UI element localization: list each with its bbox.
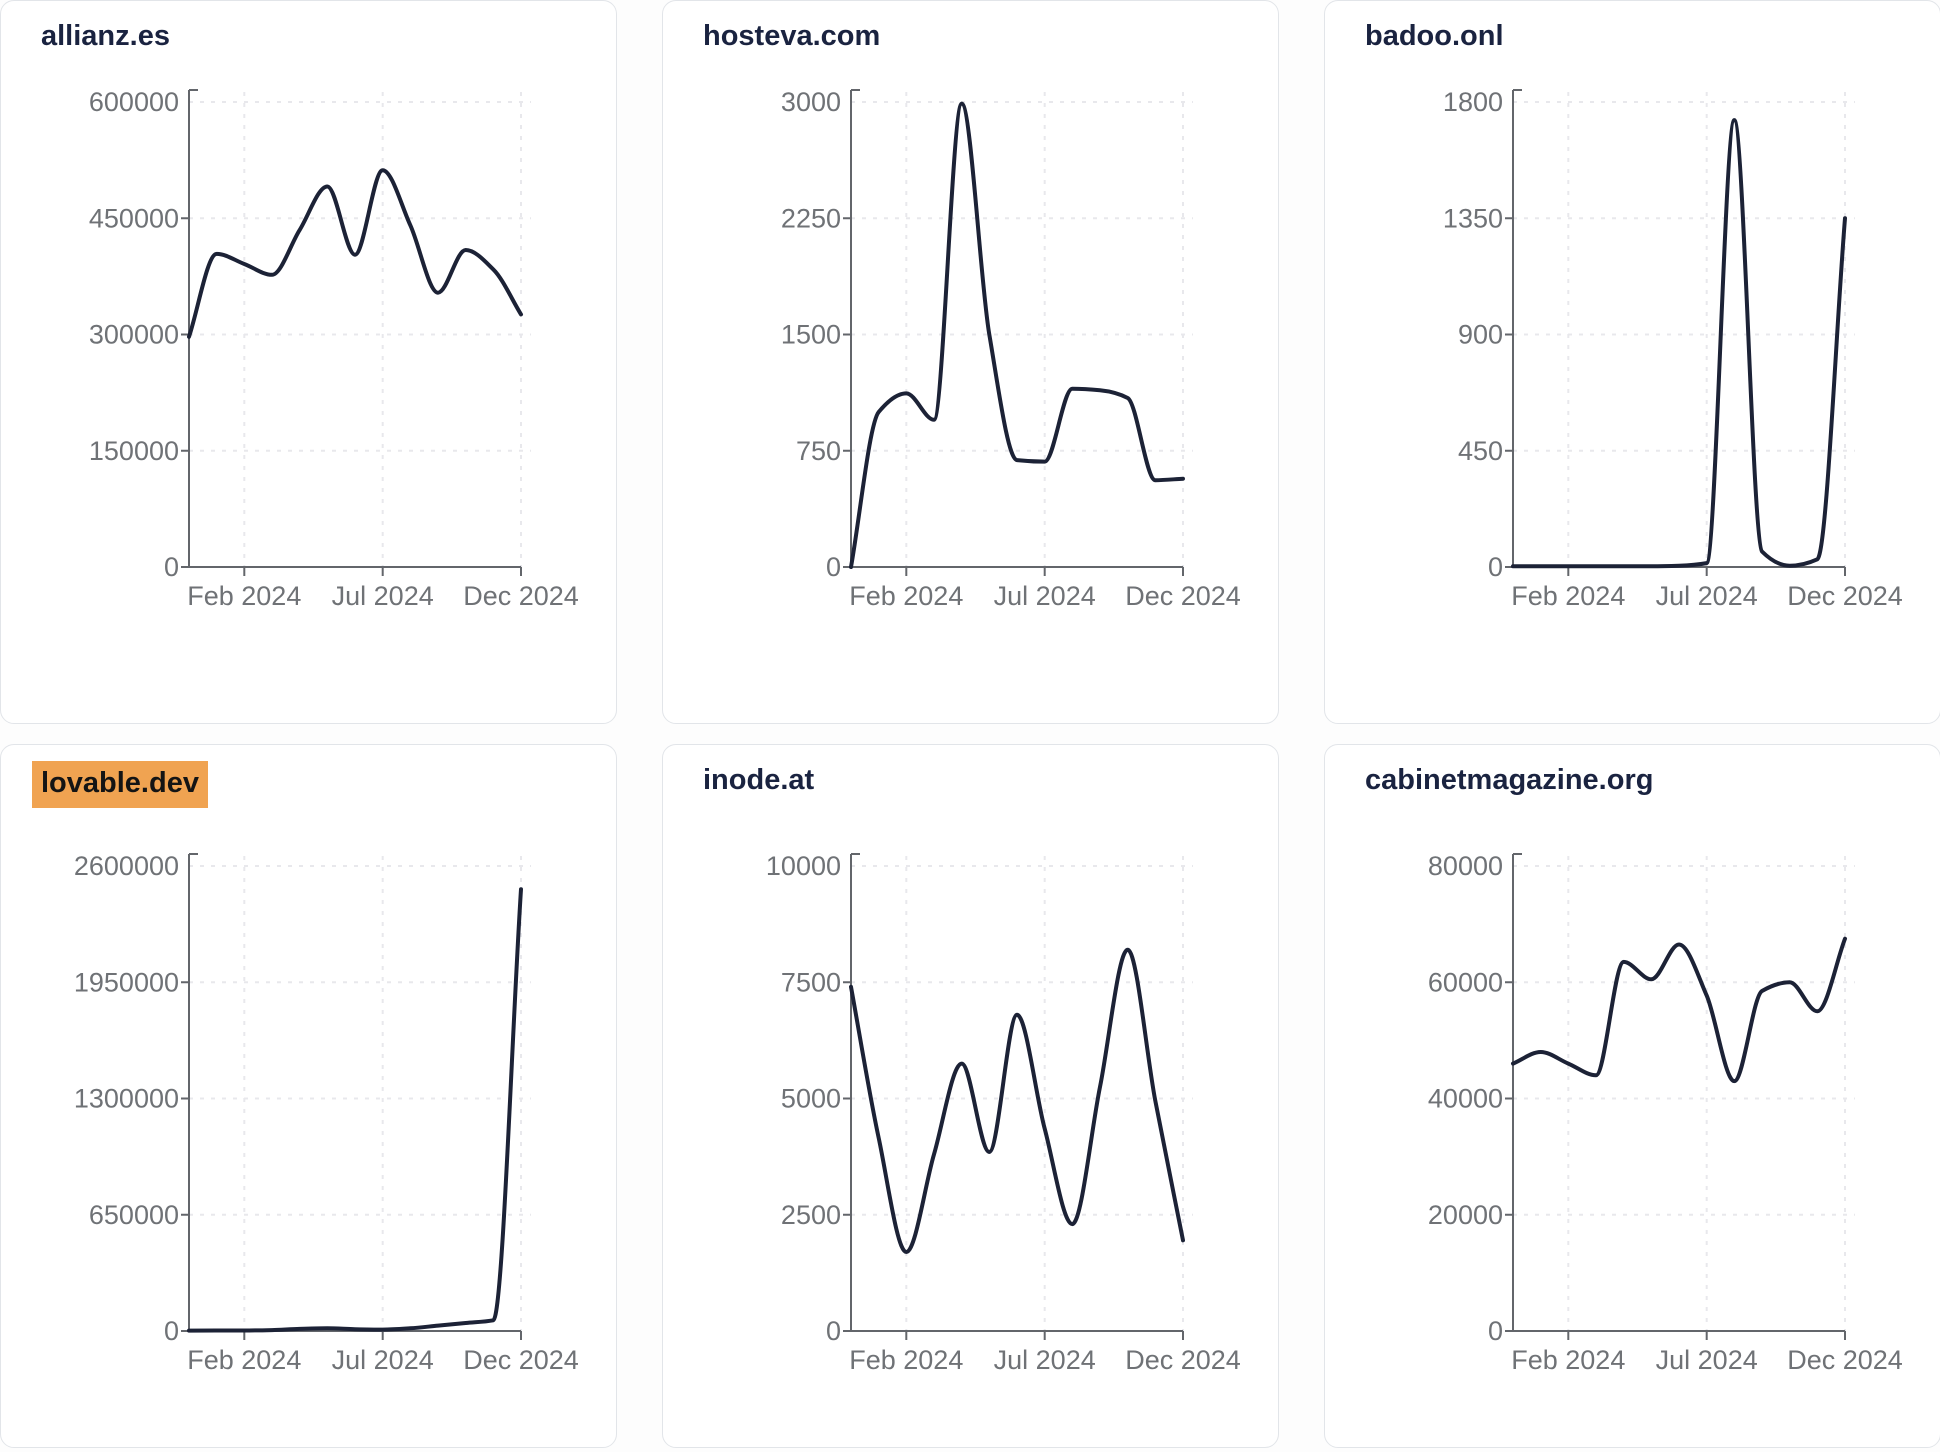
- x-tick-label: Dec 2024: [463, 1345, 579, 1375]
- chart-title-wrap: allianz.es: [41, 17, 170, 56]
- line-chart-svg: 0 20000 40000 60000 80000 Feb 2024 Jul 2024 Dec…: [1428, 851, 1903, 1375]
- x-tick-label: Dec 2024: [1787, 581, 1903, 611]
- chart-title-wrap: lovable.dev: [32, 761, 208, 809]
- x-tick-label: Dec 2024: [1125, 1345, 1241, 1375]
- y-tick-label: 60000: [1428, 967, 1503, 997]
- x-tick-label: Dec 2024: [1125, 581, 1241, 611]
- x-tick-label: Feb 2024: [1511, 581, 1625, 611]
- chart-title: allianz.es: [41, 20, 170, 52]
- y-tick-label: 900: [1458, 320, 1503, 350]
- x-tick-label: Jul 2024: [994, 581, 1096, 611]
- chart-title-wrap: inode.at: [703, 761, 814, 800]
- y-axis: [181, 89, 198, 568]
- x-axis: [851, 566, 1184, 576]
- y-tick-label: 1300000: [74, 1084, 179, 1114]
- y-tick-label: 7500: [781, 967, 841, 997]
- trend-line: [849, 101, 1185, 569]
- y-tick-label: 40000: [1428, 1084, 1503, 1114]
- x-tick-label: Jul 2024: [332, 1345, 434, 1375]
- y-tick-label: 750: [796, 436, 841, 466]
- trend-line: [1511, 118, 1847, 569]
- chart-card[interactable]: hosteva.com 0 750 1500 2250 3000 Feb 2024 Jul …: [662, 0, 1279, 724]
- trend-line: [187, 887, 523, 1333]
- x-tick-label: Feb 2024: [849, 1345, 963, 1375]
- line-chart-svg: 0 750 1500 2250 3000 Feb 2024 Jul 2024 Dec 2024: [781, 87, 1241, 611]
- y-tick-label: 2500: [781, 1200, 841, 1230]
- y-tick-label: 0: [164, 552, 179, 582]
- x-tick-label: Jul 2024: [994, 1345, 1096, 1375]
- chart-title: hosteva.com: [703, 20, 881, 52]
- x-axis: [189, 566, 522, 576]
- y-tick-label: 0: [826, 552, 841, 582]
- y-tick-label: 1350: [1443, 203, 1503, 233]
- x-tick-label: Feb 2024: [187, 1345, 301, 1375]
- y-axis: [181, 853, 198, 1332]
- line-chart-svg: 0 2500 5000 7500 10000 Feb 2024 Jul 2024 Dec 20…: [766, 851, 1241, 1375]
- chart-card[interactable]: lovable.dev 0 650000 1300000 1950000 2600000…: [0, 744, 617, 1448]
- y-axis: [1505, 853, 1522, 1332]
- line-chart-svg: 0 150000 300000 450000 600000 Feb 2024 Jul 202…: [89, 87, 579, 611]
- y-tick-label: 2600000: [74, 851, 179, 881]
- x-tick-label: Jul 2024: [1656, 581, 1758, 611]
- y-axis: [843, 89, 860, 568]
- y-tick-label: 1950000: [74, 967, 179, 997]
- chart-card[interactable]: badoo.onl 0 450 900 1350 1800 Feb 2024 Jul 202…: [1324, 0, 1940, 724]
- x-axis: [1513, 566, 1846, 576]
- x-axis: [851, 1330, 1184, 1340]
- y-tick-label: 3000: [781, 87, 841, 117]
- y-tick-label: 450: [1458, 436, 1503, 466]
- chart-title: cabinetmagazine.org: [1365, 764, 1654, 796]
- trend-line: [849, 947, 1185, 1254]
- chart-card[interactable]: cabinetmagazine.org 0 20000 40000 60000 8000…: [1324, 744, 1940, 1448]
- y-tick-label: 450000: [89, 203, 179, 233]
- y-tick-label: 650000: [89, 1200, 179, 1230]
- y-tick-label: 0: [1488, 552, 1503, 582]
- y-tick-label: 300000: [89, 320, 179, 350]
- y-tick-label: 1500: [781, 320, 841, 350]
- y-tick-label: 150000: [89, 436, 179, 466]
- chart-title: inode.at: [703, 764, 815, 796]
- chart-title-wrap: hosteva.com: [703, 17, 880, 56]
- y-tick-label: 600000: [89, 87, 179, 117]
- y-tick-label: 20000: [1428, 1200, 1503, 1230]
- y-tick-label: 0: [1488, 1316, 1503, 1346]
- chart-title-highlighted: lovable.dev: [32, 761, 208, 809]
- chart-title-wrap: cabinetmagazine.org: [1365, 761, 1653, 800]
- y-tick-label: 1800: [1443, 87, 1503, 117]
- y-axis: [843, 853, 860, 1332]
- x-tick-label: Feb 2024: [187, 581, 301, 611]
- trend-line: [187, 168, 523, 339]
- y-tick-label: 2250: [781, 203, 841, 233]
- chart-card[interactable]: inode.at 0 2500 5000 7500 10000 Feb 2024 Jul 2…: [662, 744, 1279, 1448]
- x-tick-label: Feb 2024: [1511, 1345, 1625, 1375]
- chart-card[interactable]: allianz.es 0 150000 300000 450000 600000 Feb …: [0, 0, 617, 724]
- chart-title: badoo.onl: [1365, 20, 1504, 52]
- y-tick-label: 0: [164, 1316, 179, 1346]
- line-chart-svg: 0 450 900 1350 1800 Feb 2024 Jul 2024 Dec 2024: [1443, 87, 1903, 611]
- x-tick-label: Jul 2024: [1656, 1345, 1758, 1375]
- x-axis: [1513, 1330, 1846, 1340]
- x-tick-label: Feb 2024: [849, 581, 963, 611]
- x-tick-label: Dec 2024: [463, 581, 579, 611]
- line-chart-svg: 0 650000 1300000 1950000 2600000 Feb 2024 Jul …: [74, 851, 579, 1375]
- x-tick-label: Dec 2024: [1787, 1345, 1903, 1375]
- y-tick-label: 80000: [1428, 851, 1503, 881]
- y-tick-label: 10000: [766, 851, 841, 881]
- chart-title-wrap: badoo.onl: [1365, 17, 1504, 56]
- y-tick-label: 0: [826, 1316, 841, 1346]
- trend-line: [1511, 936, 1847, 1084]
- y-tick-label: 5000: [781, 1084, 841, 1114]
- x-tick-label: Jul 2024: [332, 581, 434, 611]
- y-axis: [1505, 89, 1522, 568]
